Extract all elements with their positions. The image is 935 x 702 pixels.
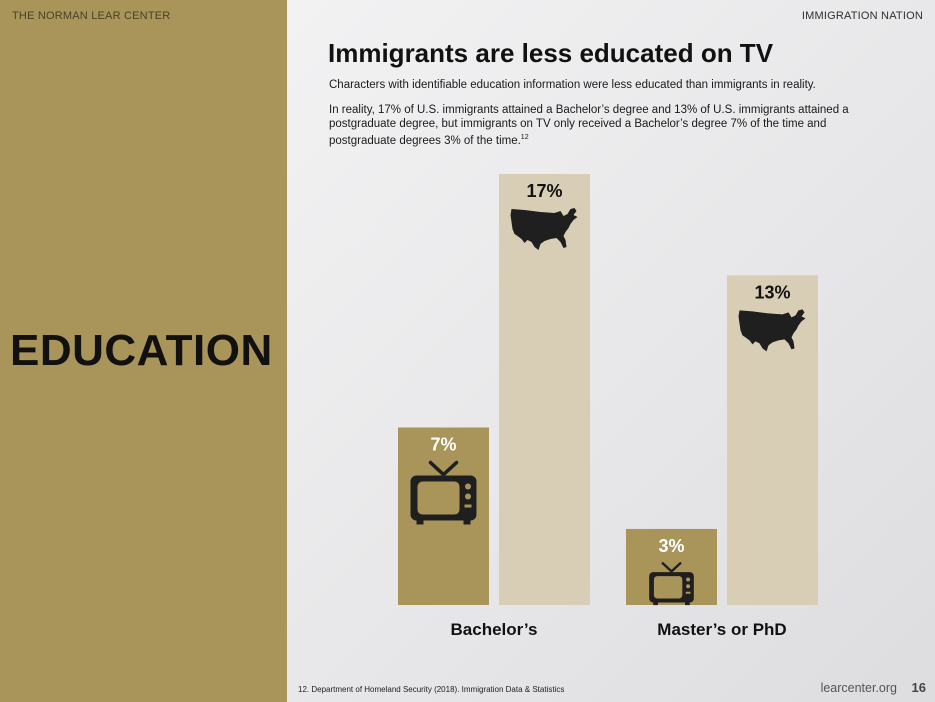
page-number: 16 (911, 680, 926, 695)
data-label-tv-master-s-or-phd: 3% (658, 536, 684, 556)
footer-site: learcenter.org (820, 681, 897, 695)
data-label-reality-master-s-or-phd: 13% (754, 282, 790, 302)
main-panel (287, 0, 935, 702)
bar-reality-bachelor-s (499, 174, 590, 605)
header-org-name: THE NORMAN LEAR CENTER (12, 10, 171, 22)
left-panel (0, 0, 287, 702)
category-label-master-s-or-phd: Master’s or PhD (657, 620, 786, 639)
bar-group-reality-master-s-or-phd: 13% (727, 275, 818, 605)
body-paragraph: In reality, 17% of U.S. immigrants attai… (329, 103, 869, 148)
header-report-name: IMMIGRATION NATION (801, 10, 923, 22)
bar-group-tv-bachelor-s: 7% (398, 427, 489, 605)
education-bar-chart: 7% 17% Bachelor’s 3% 13% Master’s or PhD (398, 174, 818, 639)
page-title: Immigrants are less educated on TV (328, 38, 774, 68)
footnote-text: 12. Department of Homeland Security (201… (298, 685, 565, 694)
page-subtitle: Characters with identifiable education i… (329, 79, 816, 91)
bar-group-tv-master-s-or-phd: 3% (626, 528, 717, 606)
data-label-tv-bachelor-s: 7% (430, 435, 456, 455)
body-paragraph-text: In reality, 17% of U.S. immigrants attai… (329, 104, 849, 147)
bar-group-reality-bachelor-s: 17% (499, 174, 590, 605)
section-title: EDUCATION (10, 326, 273, 375)
data-label-reality-bachelor-s: 17% (526, 181, 562, 201)
category-label-bachelor-s: Bachelor’s (451, 620, 538, 639)
footnote-ref: 12 (520, 134, 529, 141)
